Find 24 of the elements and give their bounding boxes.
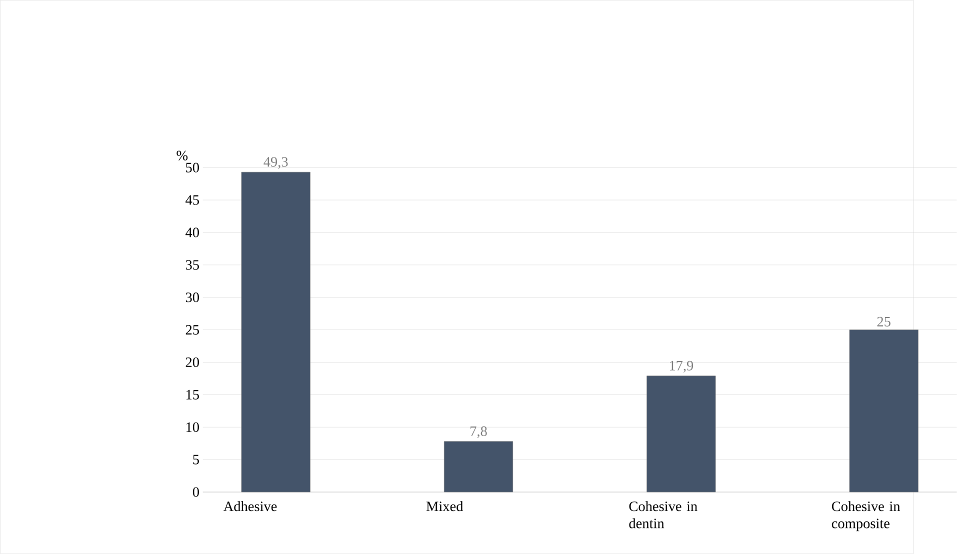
data-label: 7,8 [470,426,487,438]
x-tick-label: Cohesive in dentin [629,501,698,528]
y-tick-label: 10 [186,422,199,432]
data-label: 25 [877,316,890,326]
y-tick-label: 50 [186,162,199,172]
y-tick-label: 35 [186,260,199,270]
bar [646,376,716,492]
y-tick-label: 40 [186,228,199,238]
data-label: 49,3 [264,157,288,169]
y-tick-label: 45 [186,195,199,205]
y-tick-label: 0 [192,487,199,497]
data-label: 17,9 [670,360,694,373]
y-axis-title: % [176,150,188,160]
x-tick-label: Cohesive in composite [832,501,900,532]
y-tick-label: 20 [186,357,199,368]
bar [241,172,310,492]
y-tick-label: 30 [186,292,199,302]
y-tick-label: 5 [193,454,199,464]
x-tick-label: Adhesive [223,501,277,512]
x-tick-label: Mixed [426,501,464,512]
y-tick-label: 15 [186,390,199,400]
bar [849,330,918,492]
bar [444,441,514,492]
y-tick-label: 25 [186,325,199,335]
